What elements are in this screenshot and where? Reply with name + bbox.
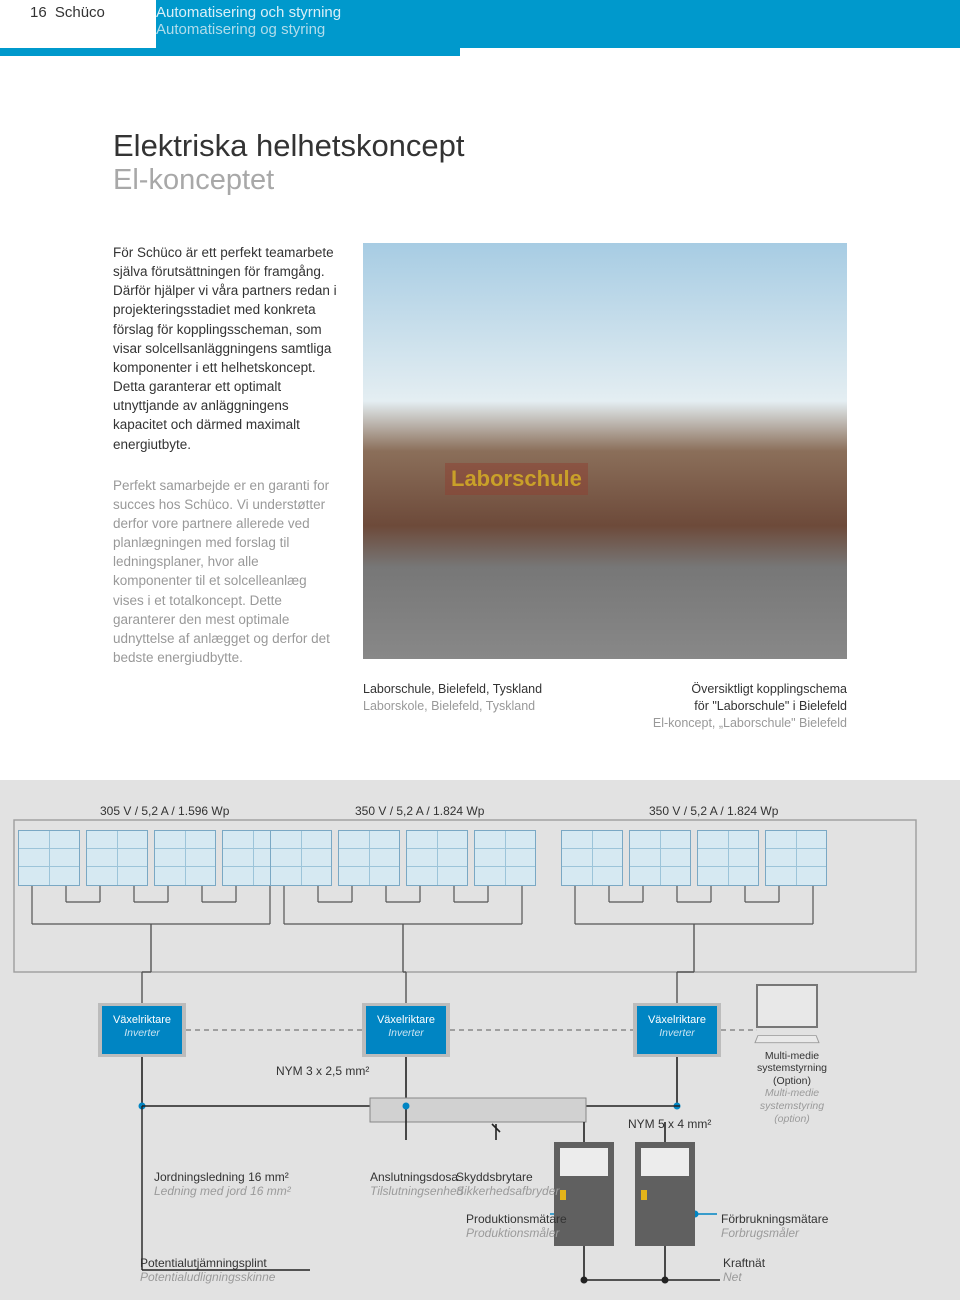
solar-panel — [474, 830, 536, 886]
building-photo: Laborschule — [363, 243, 847, 659]
inverter-title: Växelriktare — [366, 1014, 446, 1028]
page-number: 16 — [30, 4, 47, 21]
string-label: 305 V / 5,2 A / 1.596 Wp — [100, 804, 229, 818]
solar-panel — [338, 830, 400, 886]
body-text-da: Perfekt samarbejde er en garanti for suc… — [113, 476, 339, 668]
prod-meter-label: ProduktionsmätareProduktionsmåler — [466, 1212, 567, 1241]
brand-name: Schüco — [55, 4, 105, 21]
solar-panel — [18, 830, 80, 886]
potential-label: PotentialutjämningsplintPotentialudligni… — [140, 1256, 275, 1285]
string-label: 350 V / 5,2 A / 1.824 Wp — [355, 804, 484, 818]
caption-left-1: Laborschule, Bielefeld, Tyskland — [363, 681, 542, 698]
meter-box — [635, 1142, 695, 1246]
monitor-icon — [756, 984, 818, 1028]
earth-label: Jordningsledning 16 mm²Ledning med jord … — [154, 1170, 291, 1199]
page-title-sv: Elektriska helhetskoncept — [113, 128, 847, 164]
breaker-label: SkyddsbrytareSikkerhedsafbryder — [456, 1170, 559, 1199]
cons-meter-label: FörbrukningsmätareForbrugsmåler — [721, 1212, 828, 1241]
solar-panel — [154, 830, 216, 886]
monitor-label: Multi-mediesystemstyrning(Option)Multi-m… — [752, 1050, 832, 1126]
caption-right-1: Översiktligt kopplingschema — [653, 681, 847, 698]
inverter-title: Växelriktare — [637, 1014, 717, 1028]
caption-right-2: för "Laborschule" i Bielefeld — [653, 698, 847, 715]
inverter-box: VäxelriktareInverter — [102, 1006, 182, 1054]
building-photo-sign: Laborschule — [445, 463, 588, 495]
header-band: 16 Schüco Automatisering och styrning Au… — [0, 0, 960, 48]
inverter-box: VäxelriktareInverter — [366, 1006, 446, 1054]
header-title-da: Automatisering og styring — [156, 21, 960, 38]
solar-panel — [629, 830, 691, 886]
cable-label: NYM 3 x 2,5 mm² — [276, 1064, 369, 1078]
string-label: 350 V / 5,2 A / 1.824 Wp — [649, 804, 778, 818]
cable-label: NYM 5 x 4 mm² — [628, 1117, 711, 1131]
caption-right-3: El-koncept, „Laborschule" Bielefeld — [653, 715, 847, 732]
inverter-box: VäxelriktareInverter — [637, 1006, 717, 1054]
header-title-sv: Automatisering och styrning — [156, 4, 960, 21]
inverter-sub: Inverter — [366, 1027, 446, 1040]
page-title-da: El-konceptet — [113, 164, 847, 197]
grid-label: KraftnätNet — [723, 1256, 765, 1285]
body-text-sv: För Schüco är ett perfekt teamarbete sjä… — [113, 243, 339, 454]
solar-panel — [406, 830, 468, 886]
junction-label: AnslutningsdosaTilslutningsenhed — [370, 1170, 463, 1199]
solar-panel — [697, 830, 759, 886]
solar-panel — [270, 830, 332, 886]
inverter-title: Växelriktare — [102, 1014, 182, 1028]
wiring-diagram: 305 V / 5,2 A / 1.596 Wp 350 V / 5,2 A / … — [0, 780, 960, 1300]
solar-panel — [765, 830, 827, 886]
solar-panel — [561, 830, 623, 886]
solar-panel — [86, 830, 148, 886]
inverter-sub: Inverter — [637, 1027, 717, 1040]
inverter-sub: Inverter — [102, 1027, 182, 1040]
caption-left-2: Laborskole, Bielefeld, Tyskland — [363, 698, 542, 715]
